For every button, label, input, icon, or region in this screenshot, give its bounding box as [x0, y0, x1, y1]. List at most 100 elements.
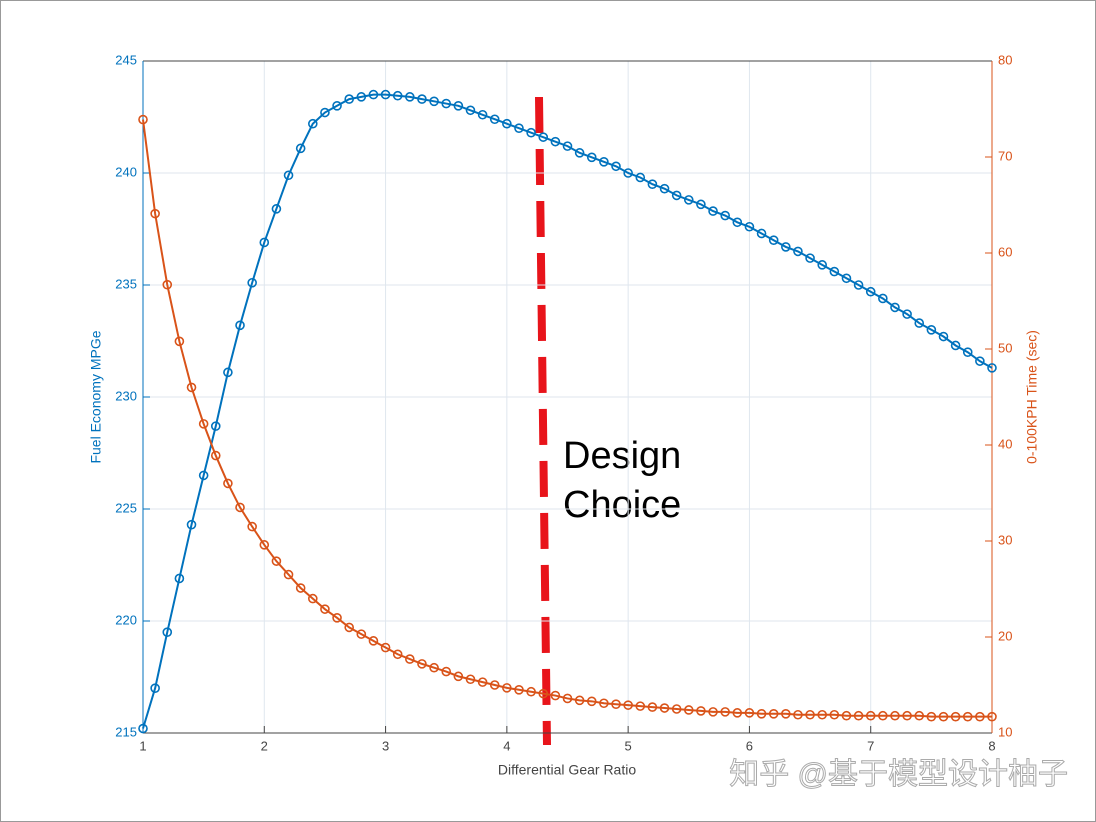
marker	[332, 101, 342, 111]
y2-tick-label: 10	[998, 724, 1012, 739]
marker	[441, 666, 452, 677]
marker	[599, 698, 609, 709]
y-tick-label: 220	[115, 612, 137, 627]
marker	[429, 662, 439, 673]
x-tick-label: 4	[503, 738, 510, 753]
marker	[562, 693, 573, 704]
x-tick-label: 8	[988, 738, 995, 753]
marker	[186, 382, 197, 393]
marker	[574, 148, 585, 158]
marker	[720, 210, 730, 221]
marker	[950, 340, 961, 351]
marker	[768, 235, 779, 245]
marker	[926, 324, 937, 335]
design-choice-line	[535, 96, 551, 746]
marker	[283, 170, 294, 181]
marker	[235, 502, 245, 513]
marker	[720, 707, 730, 717]
marker	[744, 708, 755, 718]
marker	[987, 363, 997, 373]
marker	[623, 168, 633, 178]
marker	[902, 710, 912, 721]
marker	[962, 711, 973, 722]
marker	[453, 101, 464, 111]
marker	[708, 707, 718, 717]
marker	[890, 710, 900, 721]
marker	[356, 629, 367, 639]
marker	[210, 450, 221, 461]
marker	[526, 127, 536, 138]
marker	[744, 221, 755, 232]
marker	[271, 556, 282, 566]
annotation: Choice	[563, 484, 681, 526]
marker	[526, 686, 536, 697]
marker	[878, 710, 888, 721]
marker	[307, 593, 318, 604]
marker	[502, 683, 512, 693]
marker	[890, 302, 900, 313]
marker	[950, 711, 961, 722]
marker	[550, 136, 561, 147]
marker	[320, 604, 330, 614]
marker	[683, 195, 694, 205]
marker	[538, 132, 549, 142]
marker	[405, 92, 415, 102]
y2-tick-label: 30	[998, 532, 1012, 547]
marker	[805, 253, 815, 263]
marker	[659, 183, 670, 194]
marker	[696, 199, 706, 210]
marker	[332, 612, 342, 623]
marker	[514, 123, 524, 133]
marker	[259, 237, 270, 248]
marker	[174, 573, 185, 584]
marker	[356, 92, 367, 102]
marker	[671, 704, 682, 714]
marker	[295, 143, 306, 154]
y2-tick-label: 50	[998, 340, 1012, 355]
marker	[829, 709, 840, 720]
marker	[138, 723, 148, 734]
marker	[489, 114, 500, 125]
marker	[878, 293, 888, 304]
marker	[247, 277, 257, 288]
marker	[162, 279, 173, 290]
marker	[938, 711, 949, 722]
marker	[162, 627, 173, 638]
annotation: Design	[563, 435, 681, 477]
marker	[926, 711, 937, 722]
marker	[793, 709, 803, 720]
marker	[623, 700, 633, 710]
marker	[732, 708, 743, 718]
marker	[586, 152, 597, 163]
marker	[259, 540, 270, 550]
marker	[295, 583, 306, 593]
marker	[198, 470, 209, 481]
marker	[429, 96, 439, 107]
marker	[344, 622, 354, 633]
marker	[635, 701, 646, 711]
y-axis-label: Fuel Economy MPGe	[88, 330, 104, 463]
marker	[138, 114, 148, 125]
marker	[574, 695, 585, 706]
marker	[683, 705, 694, 715]
x-tick-label: 6	[746, 738, 753, 753]
marker	[975, 356, 985, 366]
marker	[865, 710, 876, 721]
marker	[756, 708, 767, 719]
y2-tick-label: 80	[998, 52, 1012, 67]
x-tick-label: 1	[139, 738, 146, 753]
y2-tick-label: 20	[998, 628, 1012, 643]
y-tick-label: 240	[115, 164, 137, 179]
marker	[647, 702, 658, 712]
marker	[150, 208, 160, 219]
marker	[174, 336, 185, 347]
marker	[902, 309, 912, 319]
marker	[659, 703, 670, 713]
marker	[465, 674, 476, 685]
y-tick-label: 230	[115, 388, 137, 403]
marker	[235, 320, 245, 331]
marker	[489, 680, 500, 690]
marker	[198, 419, 209, 429]
marker	[853, 710, 864, 721]
